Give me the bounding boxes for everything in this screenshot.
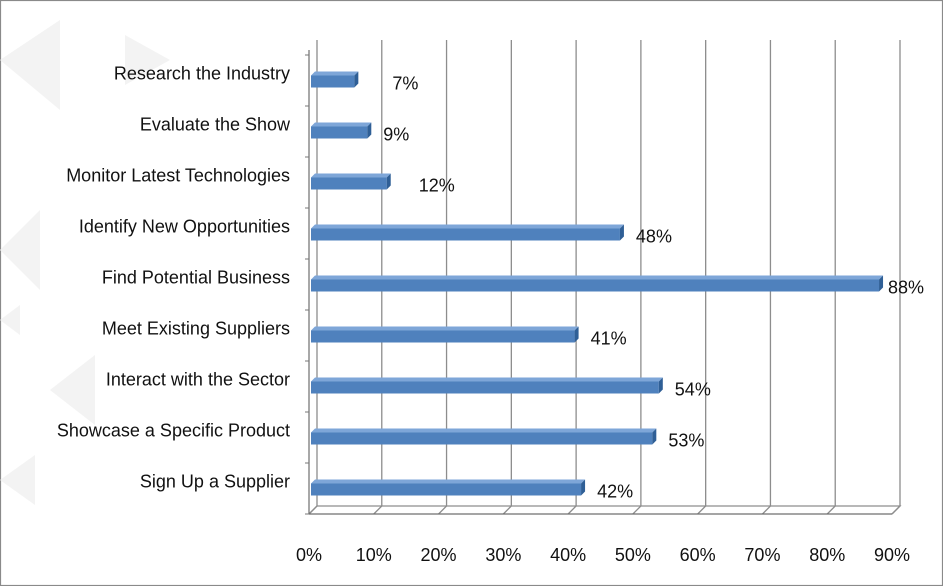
bar-front-face (311, 177, 387, 190)
data-label: 7% (392, 73, 418, 93)
bar (311, 326, 579, 343)
chart-floor (308, 505, 902, 515)
bar-side-face (354, 71, 359, 88)
background-triangle (125, 35, 170, 85)
bar-front-face (311, 228, 620, 241)
bar-top-face (311, 71, 359, 76)
bar-top-face (311, 173, 391, 178)
bar-side-face (652, 428, 657, 445)
bar-side-face (619, 224, 624, 241)
data-label: 12% (419, 175, 455, 195)
bar-front-face (311, 330, 575, 343)
data-label: 53% (668, 430, 704, 450)
x-tick-label: 50% (615, 545, 651, 565)
bar-side-face (879, 275, 884, 292)
background-triangle (0, 455, 35, 505)
bar-front-face (311, 432, 653, 445)
bar-top-face (311, 326, 579, 331)
data-label: 41% (591, 328, 627, 348)
bar (311, 173, 391, 190)
category-label: Research the Industry (114, 63, 290, 83)
category-label: Evaluate the Show (140, 114, 291, 134)
bar-top-face (311, 479, 586, 484)
background-triangle (50, 355, 95, 425)
bar (311, 377, 663, 394)
bar-front-face (311, 126, 368, 139)
bar-top-face (311, 377, 663, 382)
bar-side-face (574, 326, 579, 343)
category-label: Interact with the Sector (106, 369, 290, 389)
data-label: 9% (383, 124, 409, 144)
bar-top-face (311, 428, 657, 433)
x-tick-label: 0% (296, 545, 322, 565)
data-label: 54% (675, 379, 711, 399)
data-label: 42% (597, 481, 633, 501)
background-triangle (0, 210, 40, 290)
bar (311, 479, 586, 496)
x-tick-label: 90% (874, 545, 910, 565)
x-tick-label: 40% (550, 545, 586, 565)
bar (311, 428, 657, 445)
x-tick-label: 10% (356, 545, 392, 565)
x-tick-label: 20% (421, 545, 457, 565)
bar-side-face (367, 122, 372, 139)
bar (311, 71, 359, 88)
background-triangle (0, 20, 60, 110)
category-label: Identify New Opportunities (79, 216, 290, 236)
category-label: Monitor Latest Technologies (66, 165, 290, 185)
bar-front-face (311, 75, 355, 88)
category-label: Find Potential Business (102, 267, 290, 287)
bar-top-face (311, 275, 884, 280)
bar-top-face (311, 224, 624, 229)
bar-side-face (581, 479, 586, 496)
category-label: Sign Up a Supplier (140, 471, 290, 491)
grid-layer (308, 40, 902, 515)
bar-side-face (658, 377, 663, 394)
bar-front-face (311, 483, 582, 496)
label-layer: 0% 10% 20% 30% 40% 50% 60% 70% 80% 90% Research th… (57, 63, 924, 565)
x-tick-label: 80% (809, 545, 845, 565)
bar-front-face (311, 279, 880, 292)
x-tick-label: 70% (744, 545, 780, 565)
x-tick-label: 30% (485, 545, 521, 565)
bar-top-face (311, 122, 372, 127)
x-tick-label: 60% (680, 545, 716, 565)
axis-layer (305, 50, 892, 515)
background-triangle (0, 305, 20, 335)
bar-side-face (386, 173, 391, 190)
bar-layer (311, 71, 884, 496)
category-label: Showcase a Specific Product (57, 420, 290, 440)
bar (311, 224, 624, 241)
category-label: Meet Existing Suppliers (102, 318, 290, 338)
bar (311, 122, 372, 139)
data-label: 48% (636, 226, 672, 246)
data-label: 88% (888, 277, 924, 297)
bar (311, 275, 884, 292)
bar-front-face (311, 381, 659, 394)
